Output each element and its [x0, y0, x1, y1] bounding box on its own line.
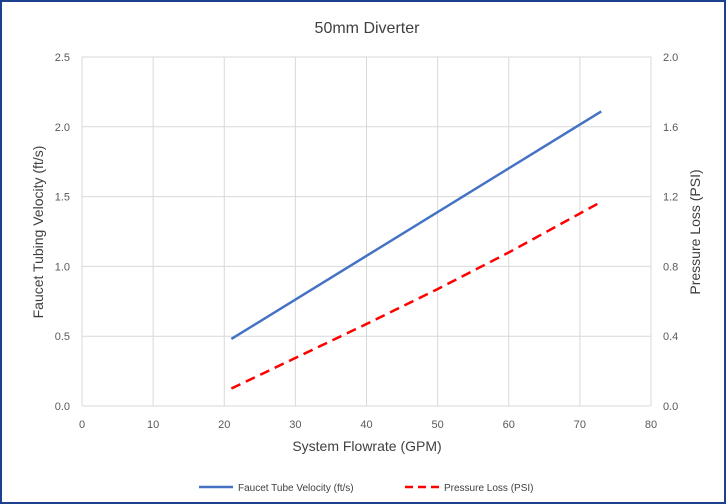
grid-lines: [81, 56, 652, 407]
x-tick-label: 40: [360, 419, 372, 431]
y2-tick-label: 0.8: [663, 261, 678, 273]
x-tick-label: 60: [503, 419, 515, 431]
y-tick-label: 0.0: [55, 401, 70, 413]
x-tick-label: 50: [432, 419, 444, 431]
x-tick-label: 20: [218, 419, 230, 431]
x-tick-label: 10: [147, 419, 159, 431]
y2-axis-title: Pressure Loss (PSI): [687, 169, 703, 294]
y-tick-label: 0.5: [55, 331, 70, 343]
y-tick-label: 2.0: [55, 122, 70, 134]
x-tick-label: 0: [79, 419, 85, 431]
y2-tick-label: 2.0: [663, 52, 678, 64]
legend-label-velocity: Faucet Tube Velocity (ft/s): [238, 483, 354, 494]
y2-tick-label: 1.6: [663, 122, 678, 134]
chart-title: 50mm Diverter: [315, 20, 421, 37]
series-line-velocity: [230, 110, 602, 341]
y-tick-label: 1.5: [55, 192, 70, 204]
x-axis-title: System Flowrate (GPM): [292, 438, 441, 454]
series-line-pressure: [230, 200, 602, 390]
x-tick-label: 30: [289, 419, 301, 431]
y-tick-label: 2.5: [55, 52, 70, 64]
y2-tick-label: 0.0: [663, 401, 678, 413]
y-tick-labels: 0.0 0.5 1.0 1.5 2.0 2.5: [55, 52, 70, 413]
y2-tick-label: 0.4: [663, 331, 678, 343]
legend: Faucet Tube Velocity (ft/s) Pressure Los…: [199, 483, 533, 494]
y-axis-title: Faucet Tubing Velocity (ft/s): [30, 146, 46, 319]
x-tick-label: 80: [645, 419, 657, 431]
y2-tick-label: 1.2: [663, 192, 678, 204]
y-tick-label: 1.0: [55, 261, 70, 273]
x-tick-label: 70: [574, 419, 586, 431]
y2-tick-labels: 0.0 0.4 0.8 1.2 1.6 2.0: [663, 52, 678, 413]
series-lines: [230, 110, 602, 390]
x-tick-labels: 0 10 20 30 40 50 60 70 80: [79, 419, 657, 431]
legend-label-pressure: Pressure Loss (PSI): [444, 483, 533, 494]
